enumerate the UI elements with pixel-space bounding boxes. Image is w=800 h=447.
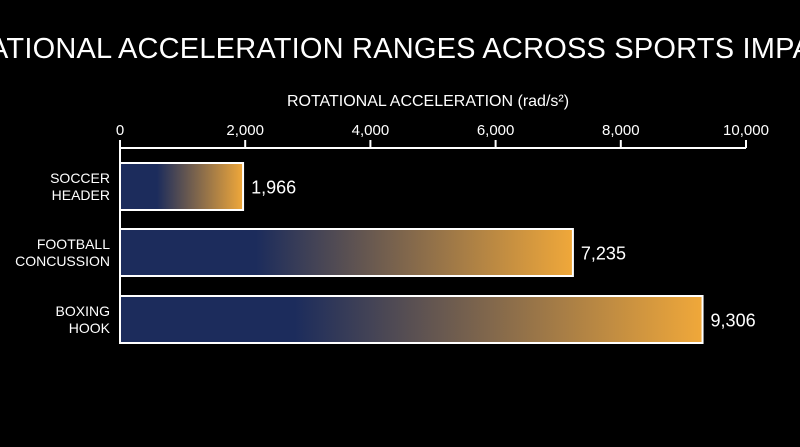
x-tick-label: 6,000: [477, 122, 515, 139]
chart-title: ROTATIONAL ACCELERATION RANGES ACROSS SP…: [0, 33, 800, 65]
bar-value-label: 9,306: [711, 311, 756, 331]
category-label: SOCCER HEADER: [50, 170, 110, 203]
x-tick-label: 2,000: [226, 122, 264, 139]
bar-value-label: 1,966: [251, 178, 296, 198]
x-axis-title: ROTATIONAL ACCELERATION (rad/s²): [287, 93, 569, 110]
x-tick-label: 10,000: [723, 122, 769, 139]
category-label: FOOTBALL CONCUSSION: [15, 236, 110, 269]
x-tick-label: 8,000: [602, 122, 640, 139]
bar: [119, 162, 245, 211]
category-label: BOXING HOOK: [56, 303, 111, 336]
bar-value-label: 7,235: [581, 244, 626, 264]
bar: [119, 228, 574, 277]
x-tick-label: 0: [116, 122, 124, 139]
bar: [119, 295, 704, 344]
x-tick-label: 4,000: [352, 122, 390, 139]
